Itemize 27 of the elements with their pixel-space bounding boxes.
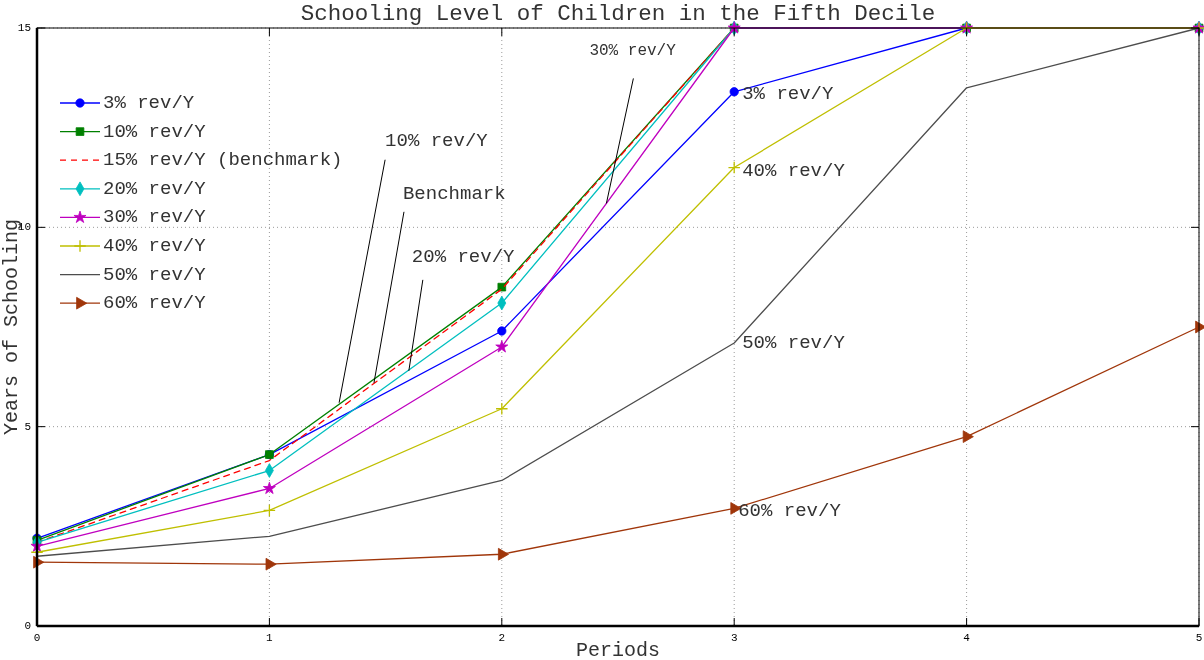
x-axis-title: Periods [575,639,661,660]
annotation: 3% rev/Y [742,82,835,105]
x-tick-label: 5 [1195,632,1203,644]
legend-label: 3% rev/Y [103,92,195,114]
x-tick-label: 0 [33,632,41,644]
legend-label: 30% rev/Y [103,206,207,229]
annotation: 20% rev/Y [411,245,516,268]
legend-label: 60% rev/Y [103,292,207,315]
legend-label: 50% rev/Y [103,263,207,286]
legend-label: 10% rev/Y [103,120,207,143]
annotation: 10% rev/Y [385,129,489,152]
x-tick-label: 1 [266,632,274,644]
legend-label: 20% rev/Y [103,177,207,200]
legend-label: 40% rev/Y [103,235,207,257]
x-tick-label: 4 [963,632,971,644]
x-tick-label: 2 [498,632,506,644]
y-tick-label: 15 [17,22,31,34]
y-tick-label: 0 [24,620,31,632]
chart-title: Schooling Level of Children in the Fifth Decile [300,1,936,27]
annotation: 30% rev/Y [589,42,677,61]
y-tick-label: 5 [24,420,31,433]
legend-label: 15% rev/Y (benchmark) [103,149,343,172]
annotation: 50% rev/Y [742,331,846,354]
annotation: 60% rev/Y [738,500,842,523]
annotation: 40% rev/Y [742,159,846,182]
annotation: Benchmark [402,182,506,205]
x-tick-label: 3 [730,632,738,644]
